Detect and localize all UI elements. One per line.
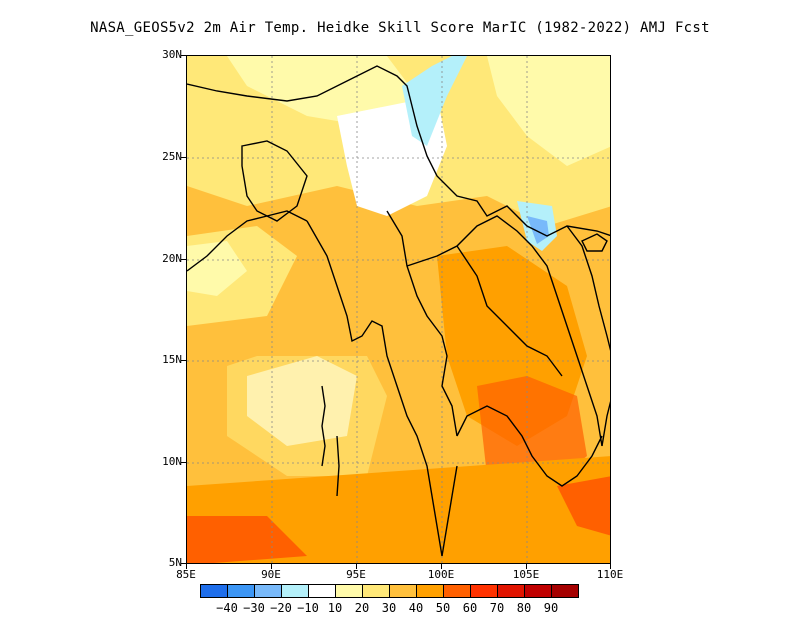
lon-tick	[186, 564, 187, 569]
lon-label-110e: 110E	[596, 568, 624, 581]
heidke-skill-map	[187, 56, 610, 563]
coastlines	[187, 65, 610, 557]
lat-label-15n: 15N	[162, 353, 182, 366]
colorbar-label: 40	[408, 601, 424, 615]
lon-label-100e: 100E	[427, 568, 455, 581]
lon-tick	[441, 564, 442, 569]
lat-tick	[181, 157, 186, 158]
colorbar-swatch	[416, 584, 444, 598]
colorbar-label: 30	[381, 601, 397, 615]
colorbar-swatch	[551, 584, 579, 598]
lat-tick	[181, 360, 186, 361]
lon-tick	[271, 564, 272, 569]
colorbar-swatch	[443, 584, 471, 598]
colorbar-swatch	[497, 584, 525, 598]
colorbar-swatch	[200, 584, 228, 598]
lat-tick	[181, 259, 186, 260]
lon-label-105e: 105E	[512, 568, 540, 581]
colorbar-label: −40	[216, 601, 238, 615]
colorbar-swatch	[524, 584, 552, 598]
lat-label-25n: 25N	[162, 150, 182, 163]
colorbar-label: 50	[435, 601, 451, 615]
colorbar-swatch	[335, 584, 363, 598]
colorbar-label: 80	[516, 601, 532, 615]
lon-label-90e: 90E	[261, 568, 281, 581]
field-northeast-20	[487, 56, 610, 166]
lon-tick	[610, 564, 611, 569]
colorbar-swatch	[227, 584, 255, 598]
lat-label-5n: 5N	[168, 556, 182, 569]
field-southeast-60	[557, 476, 610, 536]
field-south-50	[187, 456, 610, 563]
colorbar-swatch	[470, 584, 498, 598]
colorbar	[200, 584, 579, 598]
field-south-60	[187, 516, 307, 563]
lon-tick	[356, 564, 357, 569]
field-laos-neg20	[527, 216, 549, 244]
lat-label-30n: 30N	[162, 48, 182, 61]
lon-label-85e: 85E	[176, 568, 196, 581]
colorbar-swatch	[389, 584, 417, 598]
colorbar-swatch	[281, 584, 309, 598]
map-panel	[186, 55, 611, 564]
field-andaman-30	[227, 356, 387, 476]
colorbar-swatch	[254, 584, 282, 598]
lat-tick	[181, 462, 186, 463]
colorbar-label: −20	[270, 601, 292, 615]
colorbar-label: 60	[462, 601, 478, 615]
colorbar-swatch	[308, 584, 336, 598]
lon-tick	[526, 564, 527, 569]
colorbar-label: 10	[327, 601, 343, 615]
lat-tick	[181, 563, 186, 564]
lat-label-20n: 20N	[162, 252, 182, 265]
map-title: NASA_GEOS5v2 2m Air Temp. Heidke Skill S…	[90, 20, 710, 36]
colorbar-label: 70	[489, 601, 505, 615]
colorbar-label: 20	[354, 601, 370, 615]
colorbar-label: 90	[543, 601, 559, 615]
field-bay-20	[187, 241, 247, 296]
lat-label-10n: 10N	[162, 455, 182, 468]
gridlines	[187, 56, 610, 563]
colorbar-label: −10	[297, 601, 319, 615]
colorbar-label: −30	[243, 601, 265, 615]
field-north-20	[227, 56, 417, 126]
colorbar-swatch	[362, 584, 390, 598]
field-north-neg10	[402, 56, 467, 146]
lon-label-95e: 95E	[346, 568, 366, 581]
lat-tick	[181, 55, 186, 56]
